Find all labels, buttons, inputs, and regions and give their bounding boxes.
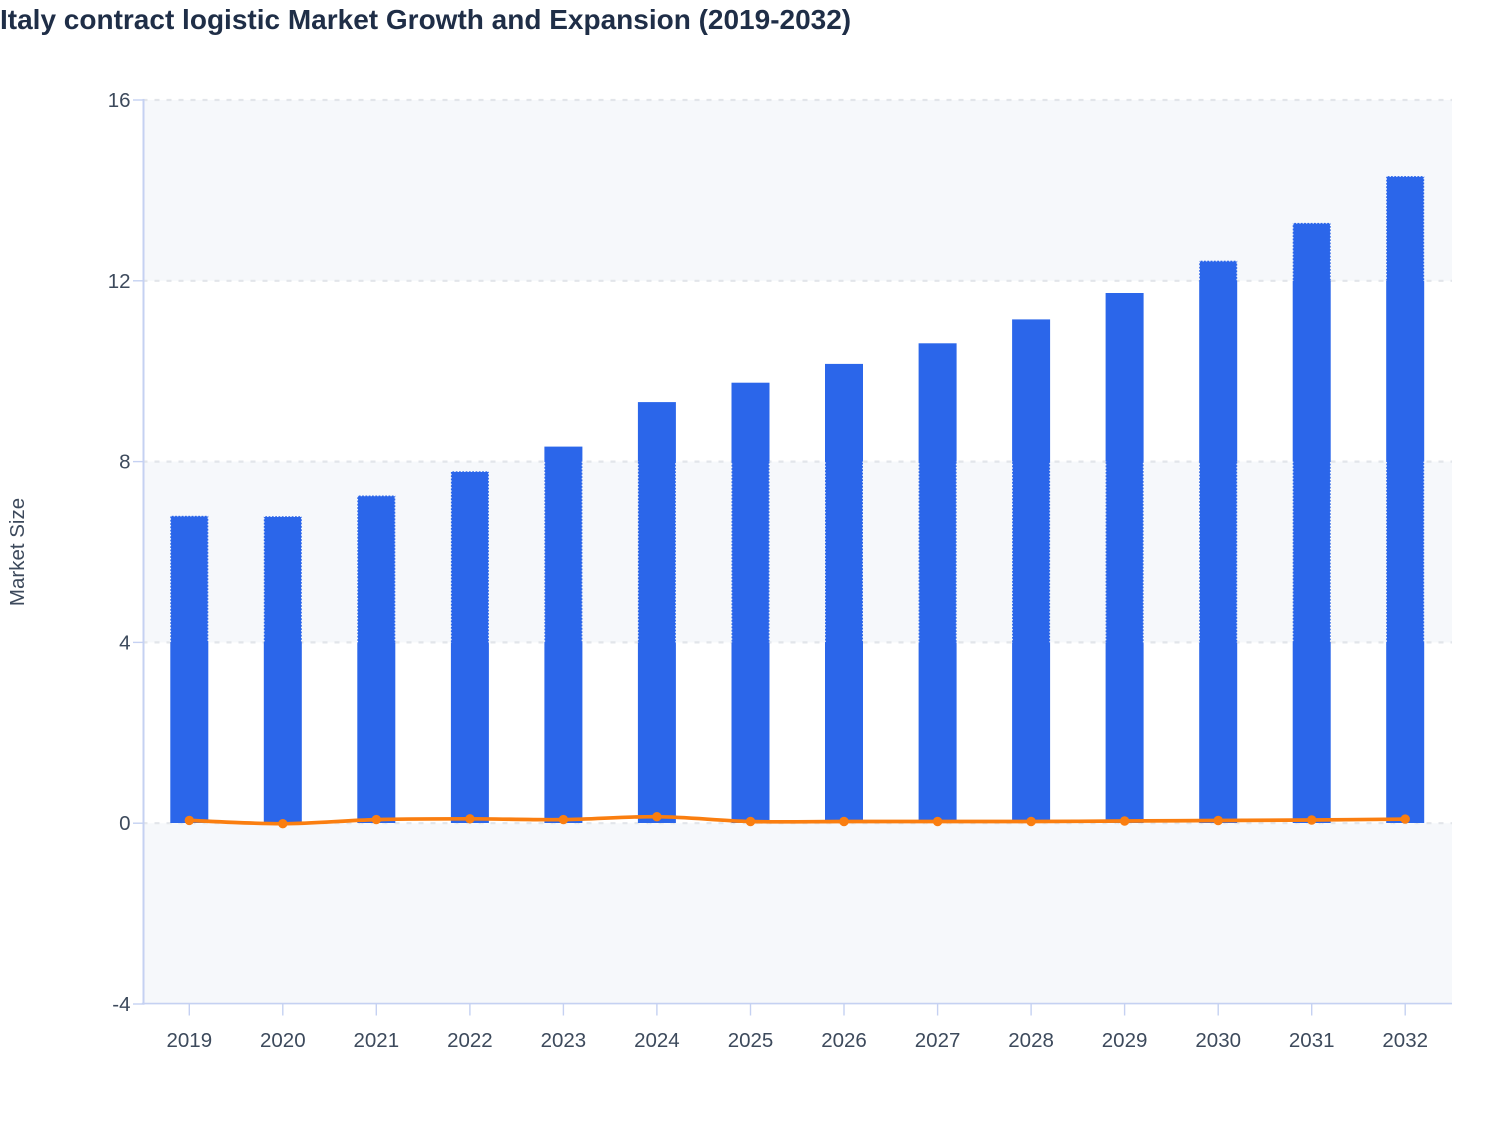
svg-text:2032: 2032 <box>1382 1029 1428 1052</box>
svg-text:2020: 2020 <box>260 1029 306 1052</box>
svg-text:2023: 2023 <box>541 1029 587 1052</box>
svg-text:2028: 2028 <box>1008 1029 1054 1052</box>
svg-text:Market Size: Market Size <box>6 498 29 606</box>
svg-text:2019: 2019 <box>166 1029 212 1052</box>
svg-text:12: 12 <box>108 270 131 293</box>
svg-text:2026: 2026 <box>821 1029 867 1052</box>
svg-text:4: 4 <box>119 631 130 654</box>
svg-text:Italy contract logistic Market: Italy contract logistic Market Growth an… <box>0 4 851 35</box>
svg-text:2031: 2031 <box>1289 1029 1335 1052</box>
svg-text:2030: 2030 <box>1195 1029 1241 1052</box>
svg-text:-4: -4 <box>112 993 130 1016</box>
svg-text:2022: 2022 <box>447 1029 493 1052</box>
svg-text:2024: 2024 <box>634 1029 680 1052</box>
svg-text:16: 16 <box>108 89 131 112</box>
svg-text:0: 0 <box>119 812 130 835</box>
svg-text:2025: 2025 <box>728 1029 774 1052</box>
svg-text:8: 8 <box>119 451 130 474</box>
svg-text:2021: 2021 <box>353 1029 399 1052</box>
svg-text:2027: 2027 <box>915 1029 961 1052</box>
svg-text:2029: 2029 <box>1102 1029 1148 1052</box>
